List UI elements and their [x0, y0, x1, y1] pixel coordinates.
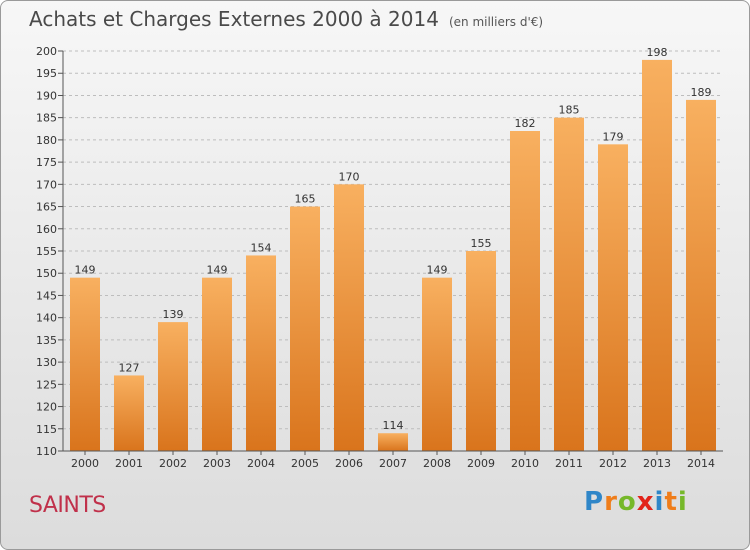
x-axis-tick-labels: 2000 2001 2002 2003 2004 2005 2006 2007 2008 2009…	[71, 451, 715, 470]
x-tick-label: 2009	[467, 457, 495, 470]
x-tick-label: 2000	[71, 457, 99, 470]
logo-letter: x	[636, 487, 655, 517]
y-tick-label: 150	[36, 267, 57, 280]
y-tick-label: 110	[36, 445, 57, 458]
chart-subtitle: (en milliers d'€)	[448, 15, 544, 29]
bar-2012	[598, 144, 628, 452]
data-labels: 149 127 139 149 154 165 170 114 149 155 182 185 179 1…	[75, 46, 712, 432]
bar-2001	[114, 375, 144, 451]
data-label-2004: 154	[251, 241, 272, 254]
y-tick-label: 170	[36, 178, 57, 191]
y-tick-label: 190	[36, 89, 57, 102]
y-tick-label: 180	[36, 134, 57, 147]
x-tick-label: 2012	[599, 457, 627, 470]
y-tick-label: 175	[36, 156, 57, 169]
y-tick-label: 165	[36, 201, 57, 214]
y-tick-label: 125	[36, 378, 57, 391]
y-tick-label: 135	[36, 334, 57, 347]
bars	[70, 59, 716, 452]
logo-letter: P	[584, 487, 605, 517]
bar-2003	[202, 277, 232, 451]
y-tick-label: 115	[36, 423, 57, 436]
data-label-2005: 165	[295, 193, 316, 206]
y-tick-label: 155	[36, 245, 57, 258]
y-tick-label: 120	[36, 401, 57, 414]
data-label-2001: 127	[119, 361, 140, 374]
data-label-2008: 149	[427, 264, 448, 277]
x-tick-label: 2005	[291, 457, 319, 470]
y-tick-label: 140	[36, 312, 57, 325]
logo-letter: i	[677, 487, 688, 517]
bar-2007	[378, 433, 408, 451]
x-tick-label: 2014	[687, 457, 715, 470]
y-tick-label: 200	[36, 45, 57, 58]
x-tick-label: 2002	[159, 457, 187, 470]
bar-2008	[422, 277, 452, 451]
axes	[62, 51, 723, 452]
y-tick-label: 145	[36, 289, 57, 302]
data-label-2014: 189	[691, 86, 712, 99]
title-text: Achats et Charges Externes 2000 à 2014	[29, 7, 439, 31]
y-tick-label: 160	[36, 223, 57, 236]
x-tick-label: 2004	[247, 457, 275, 470]
data-label-2013: 198	[647, 46, 668, 59]
x-tick-label: 2003	[203, 457, 231, 470]
data-label-2003: 149	[207, 264, 228, 277]
data-label-2011: 185	[559, 104, 580, 117]
x-tick-label: 2013	[643, 457, 671, 470]
data-label-2007: 114	[383, 419, 404, 432]
bar-2002	[158, 322, 188, 451]
y-tick-label: 185	[36, 112, 57, 125]
x-tick-label: 2011	[555, 457, 583, 470]
x-tick-label: 2010	[511, 457, 539, 470]
bar-2014	[686, 99, 716, 451]
logo-letter: t	[664, 487, 678, 517]
y-axis-tick-labels: 110 115 120 125 130 135 140 145 150 155 160 165 170 1…	[36, 45, 63, 458]
data-label-2010: 182	[515, 117, 536, 130]
data-label-2000: 149	[75, 264, 96, 277]
x-tick-label: 2006	[335, 457, 363, 470]
logo-letter: i	[654, 487, 665, 517]
commune-name: SAINTS	[29, 493, 106, 518]
data-label-2012: 179	[603, 130, 624, 143]
data-label-2009: 155	[471, 237, 492, 250]
chart-title: Achats et Charges Externes 2000 à 2014 (e…	[29, 7, 543, 31]
bar-2009	[466, 251, 496, 451]
bar-2005	[290, 206, 320, 451]
x-tick-label: 2008	[423, 457, 451, 470]
bar-2000	[70, 277, 100, 451]
data-label-2006: 170	[339, 170, 360, 183]
bar-2010	[510, 131, 540, 451]
y-tick-label: 195	[36, 67, 57, 80]
bar-2006	[334, 184, 364, 452]
logo-letter: o	[617, 487, 637, 517]
data-label-2002: 139	[163, 308, 184, 321]
x-tick-label: 2007	[379, 457, 407, 470]
y-tick-label: 130	[36, 356, 57, 369]
x-tick-label: 2001	[115, 457, 143, 470]
logo-letter: r	[604, 487, 618, 517]
bar-2011	[554, 117, 584, 452]
bar-2013	[642, 59, 672, 452]
proxiti-logo: Proxiti	[584, 487, 688, 517]
bar-2004	[246, 255, 276, 451]
